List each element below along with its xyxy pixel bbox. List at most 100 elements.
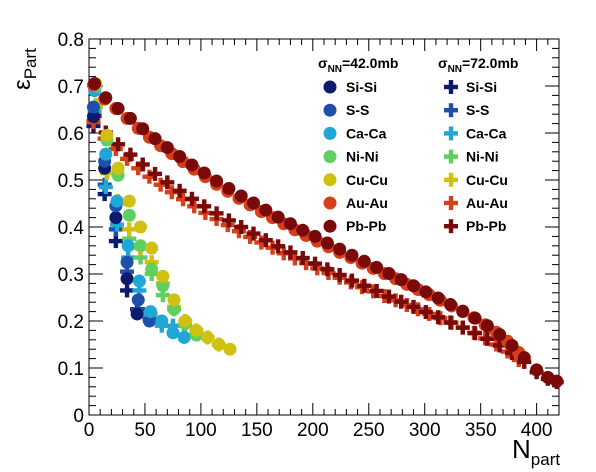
- legend-cross-marker-ni-ni-v: [448, 149, 454, 164]
- legend-label-72-au-au: Au-Au: [466, 195, 508, 211]
- y-tick-label: 0.5: [58, 171, 84, 192]
- point-cross-cu-cu: [144, 255, 159, 270]
- point-cross-si-si-v: [102, 187, 107, 202]
- point-cross-pb-pb-v: [386, 289, 392, 304]
- legend-label-42-pb-pb: Pb-Pb: [346, 218, 386, 234]
- point-cross-ca-ca: [132, 283, 147, 298]
- point-cross-si-si: [97, 187, 112, 202]
- legend-label-72-ca-ca: Ca-Ca: [466, 125, 507, 141]
- point-cross-au-au: [411, 302, 425, 317]
- legend-cross-marker-s-s: [444, 103, 458, 118]
- legend-circle-marker-s-s: [323, 103, 337, 117]
- legend-circle-marker-cu-cu: [323, 173, 337, 187]
- point-circle-ca-ca: [110, 194, 124, 208]
- point-cross-ca-ca-v: [103, 180, 108, 195]
- point-cross-pb-pb-v: [275, 239, 281, 254]
- point-cross-s-s: [120, 264, 135, 279]
- point-circle-pb-pb: [480, 319, 494, 333]
- point-circle-pb-pb: [173, 150, 187, 163]
- point-cross-pb-pb: [369, 283, 384, 298]
- y-tick-label: 0.8: [58, 30, 84, 51]
- point-cross-pb-pb: [111, 137, 126, 152]
- point-cross-pb-pb-v: [202, 199, 207, 214]
- point-cross-pb-pb: [283, 245, 298, 260]
- legend-label-72-ni-ni: Ni-Ni: [466, 149, 499, 165]
- point-cross-pb-pb: [418, 305, 433, 320]
- legend-circle-marker-ca-ca: [323, 126, 337, 140]
- point-cross-pb-pb-v: [349, 273, 355, 288]
- point-circle-cu-cu: [167, 293, 181, 307]
- point-cross-pb-pb-v: [300, 251, 305, 266]
- legend-cross-marker-au-au: [444, 196, 458, 210]
- legend-label-42-au-au: Au-Au: [346, 195, 388, 211]
- legend-cross-marker-si-si-v: [448, 80, 454, 94]
- point-cross-pb-pb-v: [165, 175, 170, 190]
- x-tick-label: 350: [465, 420, 497, 441]
- y-tick-label: 0.2: [58, 312, 84, 333]
- point-circle-pb-pb: [234, 189, 248, 203]
- legend-label-42-ni-ni: Ni-Ni: [346, 149, 379, 165]
- point-circle-pb-pb: [382, 267, 396, 281]
- point-circle-cu-cu: [201, 330, 215, 344]
- point-circle-pb-pb: [333, 242, 347, 256]
- x-axis-title: Npart: [512, 434, 560, 469]
- point-circle-pb-pb: [197, 166, 211, 180]
- legend-cross-marker-s-s-v: [448, 103, 454, 118]
- point-cross-pb-pb-v: [435, 310, 441, 325]
- point-circle-pb-pb: [88, 77, 102, 91]
- point-cross-au-au: [187, 199, 202, 214]
- legend-cross-marker-ca-ca: [444, 126, 458, 141]
- point-circle-pb-pb: [148, 132, 162, 146]
- axis-tick-labels: 0 50 100 150 200 250 300 350 400 0 0.1 0.2 0.3 0.4 0.5…: [58, 30, 553, 441]
- point-circle-si-si: [109, 211, 123, 225]
- point-cross-pb-pb: [492, 338, 507, 353]
- point-cross-au-au: [176, 192, 190, 207]
- point-cross-au-au: [254, 235, 269, 250]
- legend-group-header: σNN=42.0mb: [318, 55, 398, 75]
- point-cross-au-au-v: [169, 185, 175, 200]
- legend-label-72-s-s: S-S: [466, 102, 489, 118]
- point-cross-pb-pb-v: [251, 226, 256, 241]
- point-cross-pb-pb: [258, 233, 273, 248]
- legend-header-rest: =72.0mb: [462, 55, 518, 71]
- point-cross-ni-ni-v: [127, 231, 132, 246]
- legend-group-header: σNN=72.0mb: [438, 55, 518, 75]
- y-tick-label: 0.4: [58, 218, 85, 239]
- point-cross-s-s-v: [124, 264, 130, 279]
- point-cross-si-si: [120, 283, 135, 298]
- point-cross-ca-ca: [109, 217, 124, 232]
- point-circle-cu-cu: [111, 161, 125, 175]
- point-circle-pb-pb: [407, 279, 421, 293]
- point-cross-pb-pb-v: [140, 157, 145, 172]
- point-cross-pb-pb-v: [325, 262, 330, 277]
- legend-cross-marker-cu-cu: [444, 172, 458, 187]
- point-circle-pb-pb: [517, 351, 531, 365]
- point-circle-cu-cu: [145, 241, 159, 255]
- point-circle-ca-ca: [99, 147, 113, 161]
- point-circle-pb-pb: [550, 374, 564, 388]
- point-cross-pb-pb: [480, 331, 495, 346]
- point-cross-au-au-v: [259, 235, 264, 250]
- point-cross-pb-pb-v: [288, 245, 293, 260]
- point-cross-pb-pb-v: [485, 331, 490, 346]
- point-cross-pb-pb-v: [312, 256, 318, 271]
- x-tick-label: 100: [185, 420, 217, 441]
- legend-cross-marker-cu-cu-v: [448, 172, 454, 187]
- point-cross-pb-pb: [197, 199, 212, 214]
- legend-header-rest: =42.0mb: [342, 55, 398, 71]
- point-cross-pb-pb: [406, 299, 421, 314]
- point-circle-pb-pb: [308, 229, 322, 243]
- point-cross-pb-pb-v: [362, 278, 367, 293]
- x-tick-label: 250: [353, 420, 385, 441]
- y-tick-label: 0.1: [58, 359, 84, 380]
- point-cross-cu-cu: [122, 222, 137, 237]
- point-cross-au-au-v: [113, 141, 119, 156]
- point-circle-s-s: [120, 255, 134, 269]
- legend-header-symbol: σ: [318, 55, 328, 71]
- point-cross-pb-pb: [246, 226, 261, 241]
- point-cross-au-au-v: [191, 199, 197, 214]
- point-cross-pb-pb-v: [238, 220, 244, 234]
- legend-cross-marker-au-au-v: [448, 196, 454, 210]
- point-cross-au-au: [153, 177, 168, 192]
